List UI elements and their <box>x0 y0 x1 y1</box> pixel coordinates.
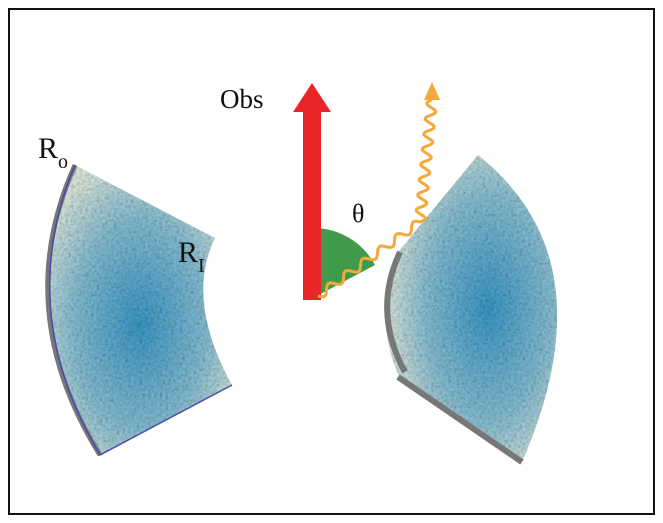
inner-radius-label: RI <box>178 236 205 277</box>
angle-sector <box>313 227 375 298</box>
angle-label: θ <box>352 199 364 228</box>
observer-label: Obs <box>220 84 264 114</box>
observer-arrow-shaft <box>303 110 321 300</box>
right-wedge <box>385 155 558 462</box>
left-wedge <box>47 165 232 455</box>
observer-arrow-head <box>293 83 331 112</box>
right-rim <box>384 250 524 465</box>
outer-radius-label: Ro <box>38 132 68 173</box>
left-rim-edge <box>49 164 233 456</box>
photon-arrow-head <box>424 82 440 100</box>
photon-path <box>317 98 438 299</box>
